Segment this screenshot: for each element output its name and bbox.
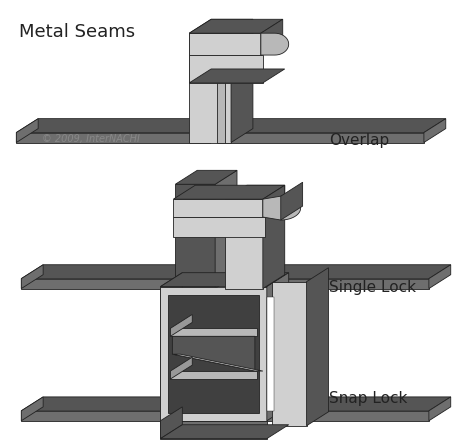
Polygon shape — [161, 273, 182, 421]
Polygon shape — [173, 354, 263, 371]
Polygon shape — [170, 328, 257, 336]
Polygon shape — [230, 397, 451, 411]
Polygon shape — [173, 185, 285, 199]
Polygon shape — [429, 265, 451, 289]
Polygon shape — [175, 170, 237, 184]
Polygon shape — [230, 411, 429, 421]
Polygon shape — [261, 19, 283, 55]
Polygon shape — [189, 55, 263, 83]
Polygon shape — [307, 268, 328, 426]
Polygon shape — [261, 33, 289, 55]
Polygon shape — [170, 314, 192, 336]
Polygon shape — [161, 421, 267, 439]
Polygon shape — [189, 69, 285, 83]
Polygon shape — [189, 19, 253, 33]
Text: © 2009, InterNACHI: © 2009, InterNACHI — [42, 133, 140, 144]
Polygon shape — [170, 357, 192, 379]
Polygon shape — [230, 279, 429, 289]
Polygon shape — [272, 281, 307, 426]
Polygon shape — [21, 397, 43, 421]
Polygon shape — [168, 294, 259, 413]
Polygon shape — [225, 119, 446, 132]
Polygon shape — [161, 287, 267, 421]
Polygon shape — [231, 19, 253, 143]
Polygon shape — [429, 397, 451, 421]
Polygon shape — [263, 196, 301, 220]
Polygon shape — [16, 119, 232, 132]
Polygon shape — [263, 185, 285, 217]
Text: Snap Lock: Snap Lock — [329, 392, 408, 406]
Polygon shape — [217, 51, 225, 143]
Polygon shape — [189, 33, 231, 143]
Polygon shape — [21, 411, 215, 421]
Polygon shape — [16, 119, 38, 143]
Polygon shape — [189, 33, 261, 55]
Polygon shape — [225, 132, 424, 143]
Polygon shape — [424, 119, 446, 143]
Polygon shape — [161, 425, 289, 439]
Polygon shape — [263, 185, 285, 289]
Polygon shape — [161, 407, 182, 439]
Polygon shape — [189, 19, 283, 33]
Polygon shape — [281, 182, 302, 220]
Polygon shape — [267, 273, 289, 421]
Polygon shape — [173, 199, 263, 217]
Polygon shape — [215, 170, 237, 289]
Polygon shape — [21, 265, 43, 289]
Polygon shape — [230, 265, 451, 279]
Text: Single Lock: Single Lock — [329, 280, 417, 295]
Text: Overlap: Overlap — [329, 133, 390, 148]
Polygon shape — [170, 371, 257, 379]
Text: Metal Seams: Metal Seams — [19, 23, 136, 41]
Polygon shape — [267, 297, 274, 411]
Polygon shape — [175, 184, 215, 289]
Polygon shape — [21, 279, 215, 289]
Polygon shape — [173, 336, 255, 371]
Polygon shape — [161, 273, 289, 287]
Polygon shape — [225, 185, 285, 199]
Polygon shape — [16, 132, 210, 143]
Polygon shape — [225, 199, 263, 289]
Polygon shape — [173, 217, 265, 237]
Polygon shape — [21, 265, 237, 279]
Polygon shape — [21, 397, 237, 411]
